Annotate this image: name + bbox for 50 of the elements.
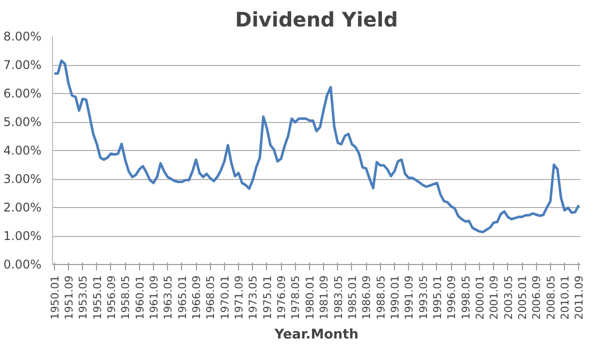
x-tick-label: 1973.05: [246, 275, 260, 320]
x-tick-label: 1951.09: [62, 275, 76, 320]
x-tick-label: 2010.01: [558, 275, 572, 320]
y-tick-label: 2.00%: [3, 200, 42, 214]
y-tick-label: 6.00%: [3, 86, 42, 100]
x-tick-label: 1953.05: [76, 275, 90, 320]
y-tick-label: 4.00%: [3, 144, 42, 158]
x-tick-label: 1958.05: [119, 275, 132, 320]
y-tick-label: 0.00%: [3, 258, 42, 272]
x-tick-label: 1960.01: [133, 275, 146, 320]
x-tick-label: 1995.01: [430, 275, 444, 320]
x-tick-label: 1975.01: [260, 275, 274, 320]
x-tick-label: 1950.01: [48, 275, 62, 320]
x-axis-title: Year.Month: [274, 328, 358, 343]
x-tick-label: 1978.05: [289, 275, 302, 320]
x-tick-label: 2006.09: [530, 275, 544, 320]
x-tick-label: 1966.09: [190, 275, 204, 320]
x-tick-label: 2005.01: [516, 275, 530, 320]
x-tick-label: 1963.05: [162, 275, 175, 320]
x-tick-label: 1971.09: [232, 275, 246, 320]
x-tick-label: 1981.09: [318, 275, 331, 320]
x-tick-label: 1968.05: [204, 275, 218, 320]
x-tick-label: 1956.09: [104, 275, 118, 320]
y-tick-label: 8.00%: [3, 30, 42, 44]
x-tick-label: 1996.09: [445, 275, 458, 320]
x-tick-label: 1998.05: [459, 275, 472, 320]
x-tick-label: 2000.01: [474, 275, 487, 320]
x-tick-label: 2003.05: [502, 275, 515, 320]
line-series: [53, 59, 580, 234]
x-tick-label: 2008.05: [544, 275, 558, 320]
x-tick-label: 1988.05: [374, 275, 388, 320]
x-tick-label: 1955.01: [90, 275, 104, 320]
x-tick-label: 1983.05: [332, 275, 345, 320]
x-tick-label: 1965.01: [176, 275, 189, 320]
y-tick-label: 5.00%: [3, 115, 42, 129]
y-tick-label: 3.00%: [3, 172, 42, 186]
x-tick-label: 1986.09: [360, 275, 374, 320]
y-tick-label: 7.00%: [3, 58, 42, 72]
x-tick-label: 2001.09: [488, 275, 501, 320]
x-tick-label: 1980.01: [303, 275, 316, 320]
x-tick-label: 1970.01: [218, 275, 232, 320]
x-tick-label: 2011.09: [572, 275, 586, 320]
x-tick-label: 1993.05: [416, 275, 430, 320]
x-tick-label: 1976.09: [275, 275, 288, 320]
y-tick-label: 1.00%: [3, 229, 42, 243]
x-tick-label: 1985.01: [346, 275, 359, 320]
x-tick-label: 1990.01: [388, 275, 402, 320]
chart-title: Dividend Yield: [235, 8, 398, 32]
x-tick-label: 1961.09: [147, 275, 160, 320]
x-tick-label: 1991.09: [402, 275, 416, 320]
